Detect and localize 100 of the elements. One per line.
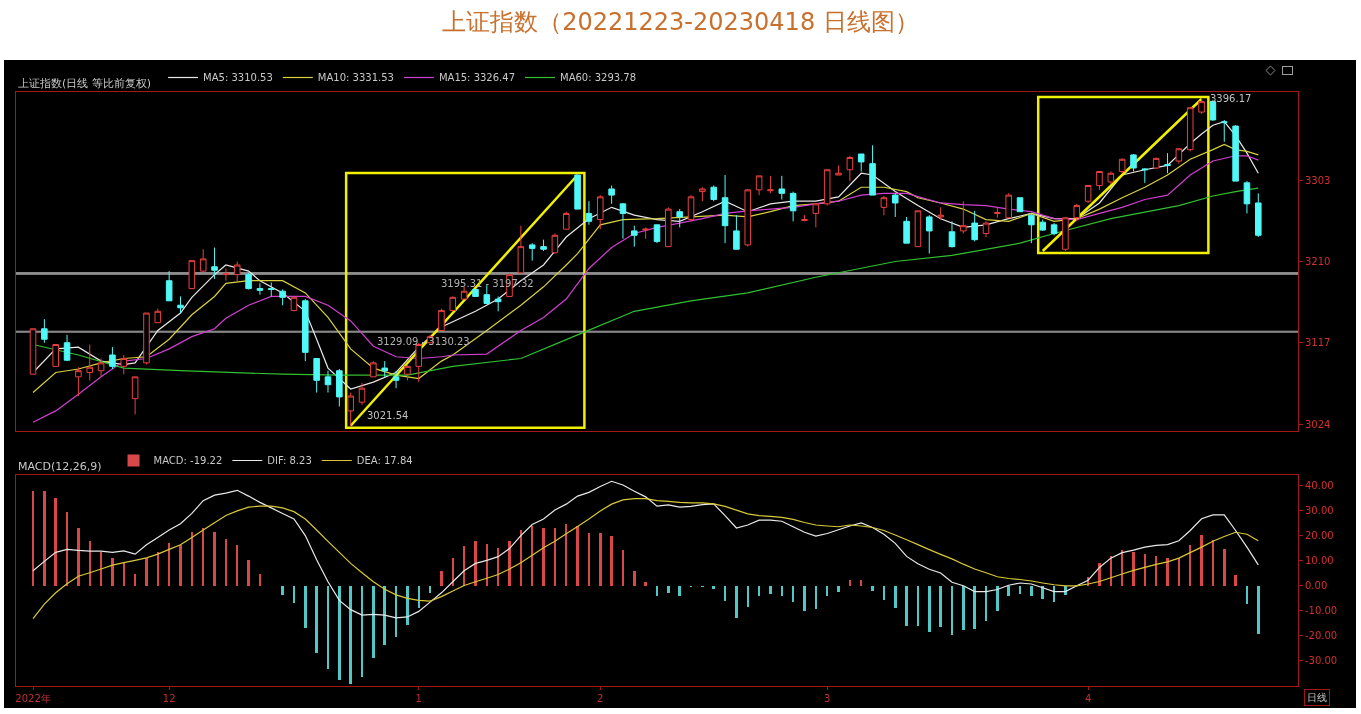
candlestick xyxy=(562,211,570,230)
candlestick xyxy=(880,195,888,216)
bar xyxy=(905,585,908,627)
candlestick xyxy=(63,334,71,362)
bar xyxy=(281,585,284,595)
candlestick xyxy=(676,208,683,228)
candlestick xyxy=(1243,180,1251,214)
candlestick xyxy=(154,308,162,324)
candlestick xyxy=(358,382,366,406)
candlestick xyxy=(994,206,1001,219)
candlestick xyxy=(177,295,184,314)
bar xyxy=(848,580,852,586)
candlestick xyxy=(528,242,536,262)
bar xyxy=(644,581,647,586)
bar xyxy=(599,533,602,586)
bar xyxy=(315,585,318,653)
candlestick xyxy=(823,169,831,207)
candlestick xyxy=(540,239,547,252)
candlestick xyxy=(256,282,264,296)
candlestick xyxy=(165,270,173,302)
y-tick-label: -10.00 xyxy=(1305,605,1338,617)
bar xyxy=(576,526,579,586)
candlestick xyxy=(1164,152,1171,174)
bar xyxy=(1223,548,1226,586)
bar xyxy=(406,585,409,626)
candlestick xyxy=(460,286,468,300)
x-tick-label: 4 xyxy=(1084,693,1092,704)
bar xyxy=(372,585,375,658)
candlestick xyxy=(642,226,649,240)
candlestick xyxy=(1130,153,1137,173)
bar xyxy=(440,571,443,586)
candlestick xyxy=(903,216,910,244)
candlestick xyxy=(1084,184,1092,204)
bar xyxy=(610,536,613,586)
candlestick xyxy=(982,220,990,238)
candlestick xyxy=(914,210,922,248)
candlestick xyxy=(869,144,876,196)
bar xyxy=(1234,574,1237,586)
bar xyxy=(383,585,386,645)
candlestick xyxy=(665,206,672,248)
bar xyxy=(962,585,965,631)
candlestick xyxy=(721,174,729,244)
candlestick xyxy=(960,200,967,235)
bar xyxy=(928,585,931,632)
candlestick xyxy=(733,214,740,250)
candlestick xyxy=(948,220,956,249)
candlestick xyxy=(608,184,615,205)
candlestick xyxy=(687,194,695,222)
bar xyxy=(179,544,182,586)
candlestick xyxy=(755,175,763,196)
candlestick xyxy=(233,261,241,283)
candlestick xyxy=(438,308,445,332)
candlestick xyxy=(109,346,116,370)
chart-subtitle: 上证指数(日线 等比前复权) xyxy=(18,77,152,90)
bar xyxy=(1132,551,1135,586)
candlestick xyxy=(710,184,718,202)
x-tick-label: 2022年 xyxy=(15,693,51,704)
bar xyxy=(542,528,545,586)
candlestick xyxy=(767,175,774,194)
bar xyxy=(803,585,806,611)
candlestick xyxy=(1175,147,1183,165)
legend-label: MA5: 3310.53 xyxy=(203,72,273,84)
bar xyxy=(712,585,715,589)
bar xyxy=(667,585,670,593)
chart-title: 上证指数（20221223-20230418 日线图） xyxy=(441,7,920,38)
candlestick xyxy=(1152,157,1160,170)
candlestick xyxy=(801,214,808,222)
y-tick-label: 0.00 xyxy=(1305,580,1328,592)
bar xyxy=(304,585,307,628)
candlestick xyxy=(483,284,491,304)
candlestick xyxy=(846,155,854,182)
candlestick xyxy=(279,288,286,306)
bar xyxy=(1257,585,1260,634)
candlestick xyxy=(290,295,298,312)
candlestick xyxy=(653,224,661,244)
y-tick-label: 40.00 xyxy=(1305,479,1334,491)
candlestick xyxy=(131,376,139,415)
bar xyxy=(338,585,341,680)
x-tick-label: 1 xyxy=(415,693,422,704)
y-tick-label: 3303 xyxy=(1305,174,1331,186)
candlestick xyxy=(188,260,196,290)
bar xyxy=(973,585,976,630)
candlestick xyxy=(41,318,48,344)
candlestick xyxy=(857,153,865,173)
legend-label: MA10: 3331.53 xyxy=(317,72,394,84)
bar xyxy=(633,570,636,586)
bar xyxy=(43,491,46,586)
candlestick xyxy=(324,370,332,394)
y-tick-label: 20.00 xyxy=(1305,529,1334,541)
bar xyxy=(735,585,738,619)
candlestick xyxy=(585,200,593,226)
candlestick xyxy=(1028,212,1035,244)
candlestick xyxy=(1107,171,1115,185)
candlestick xyxy=(245,272,252,290)
candlestick xyxy=(744,188,752,248)
candlestick xyxy=(835,164,842,176)
bar xyxy=(349,585,352,685)
candlestick xyxy=(86,344,94,381)
bar xyxy=(111,557,114,586)
candlestick xyxy=(313,357,320,394)
